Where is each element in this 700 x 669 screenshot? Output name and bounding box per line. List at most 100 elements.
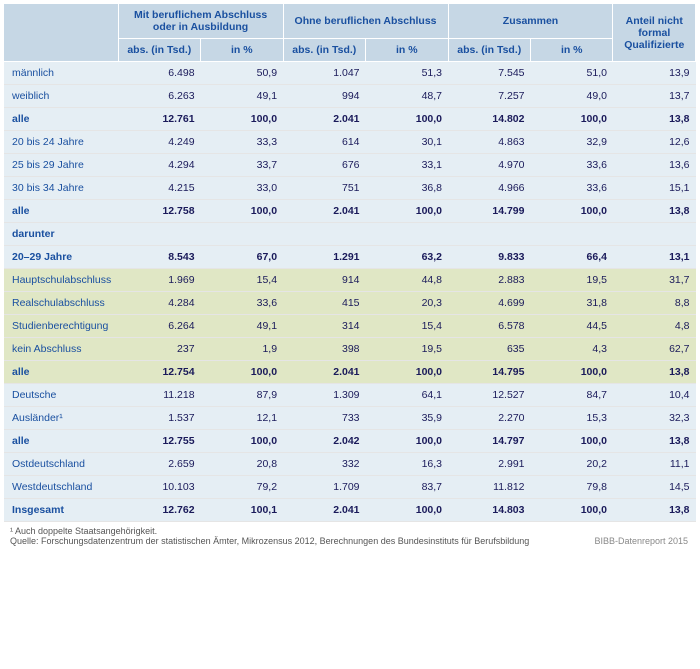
cell: 2.270 (448, 407, 530, 430)
cell: 14.803 (448, 499, 530, 522)
cell: 33,1 (366, 154, 448, 177)
cell (201, 223, 283, 246)
cell: 4.966 (448, 177, 530, 200)
cell: 31,7 (613, 269, 696, 292)
source-right: BIBB-Datenreport 2015 (594, 536, 688, 546)
cell: 49,0 (531, 85, 613, 108)
cell: 1.537 (118, 407, 200, 430)
header-abs: abs. (in Tsd.) (118, 39, 200, 62)
table-row: 30 bis 34 Jahre4.21533,075136,84.96633,6… (4, 177, 696, 200)
row-label: Deutsche (4, 384, 118, 407)
cell: 13,8 (613, 200, 696, 223)
footnote-area: ¹ Auch doppelte Staatsangehörigkeit. Que… (4, 522, 696, 546)
cell: 4.215 (118, 177, 200, 200)
cell: 79,2 (201, 476, 283, 499)
cell (283, 223, 365, 246)
cell: 11.218 (118, 384, 200, 407)
table-row: kein Abschluss2371,939819,56354,362,7 (4, 338, 696, 361)
cell: 332 (283, 453, 365, 476)
row-label: männlich (4, 62, 118, 85)
cell: 15,4 (366, 315, 448, 338)
cell: 15,1 (613, 177, 696, 200)
cell: 12,1 (201, 407, 283, 430)
cell: 415 (283, 292, 365, 315)
cell: 51,0 (531, 62, 613, 85)
cell: 63,2 (366, 246, 448, 269)
cell: 6.578 (448, 315, 530, 338)
cell (531, 223, 613, 246)
cell: 614 (283, 131, 365, 154)
table-body: männlich6.49850,91.04751,37.54551,013,9w… (4, 62, 696, 522)
cell: 1.969 (118, 269, 200, 292)
table-row: alle12.754100,02.041100,014.795100,013,8 (4, 361, 696, 384)
header-group2: Ohne beruflichen Abschluss (283, 4, 448, 39)
row-label: alle (4, 200, 118, 223)
cell: 10,4 (613, 384, 696, 407)
cell: 13,7 (613, 85, 696, 108)
cell: 994 (283, 85, 365, 108)
row-label: 20 bis 24 Jahre (4, 131, 118, 154)
footnote: ¹ Auch doppelte Staatsangehörigkeit. (10, 526, 694, 536)
table-row: darunter (4, 223, 696, 246)
cell: 13,8 (613, 108, 696, 131)
cell: 100,0 (201, 200, 283, 223)
cell (448, 223, 530, 246)
row-label: Westdeutschland (4, 476, 118, 499)
table-row: 25 bis 29 Jahre4.29433,767633,14.97033,6… (4, 154, 696, 177)
table-row: Realschulabschluss4.28433,641520,34.6993… (4, 292, 696, 315)
cell (613, 223, 696, 246)
cell: 12.761 (118, 108, 200, 131)
row-label: Ausländer¹ (4, 407, 118, 430)
cell: 4.284 (118, 292, 200, 315)
cell: 100,0 (366, 200, 448, 223)
cell: 1.709 (283, 476, 365, 499)
cell: 7.545 (448, 62, 530, 85)
cell: 12,6 (613, 131, 696, 154)
row-label: darunter (4, 223, 118, 246)
cell: 32,9 (531, 131, 613, 154)
header-pct: in % (531, 39, 613, 62)
cell: 33,7 (201, 154, 283, 177)
cell: 8,8 (613, 292, 696, 315)
cell: 635 (448, 338, 530, 361)
cell: 1.309 (283, 384, 365, 407)
cell: 15,3 (531, 407, 613, 430)
cell: 12.758 (118, 200, 200, 223)
cell: 751 (283, 177, 365, 200)
cell: 12.527 (448, 384, 530, 407)
cell: 13,9 (613, 62, 696, 85)
header-group3: Zusammen (448, 4, 613, 39)
cell: 7.257 (448, 85, 530, 108)
row-label: 25 bis 29 Jahre (4, 154, 118, 177)
row-label: Ostdeutschland (4, 453, 118, 476)
data-table: Mit beruflichem Abschluss oder in Ausbil… (4, 4, 696, 522)
cell: 2.042 (283, 430, 365, 453)
cell: 13,1 (613, 246, 696, 269)
cell: 33,0 (201, 177, 283, 200)
cell: 100,0 (366, 108, 448, 131)
row-label: Insgesamt (4, 499, 118, 522)
cell: 64,1 (366, 384, 448, 407)
cell: 100,0 (366, 430, 448, 453)
table-row: 20 bis 24 Jahre4.24933,361430,14.86332,9… (4, 131, 696, 154)
cell: 2.041 (283, 108, 365, 131)
cell: 4.294 (118, 154, 200, 177)
cell: 33,6 (531, 177, 613, 200)
cell: 83,7 (366, 476, 448, 499)
cell: 14.795 (448, 361, 530, 384)
cell: 4,8 (613, 315, 696, 338)
cell: 30,1 (366, 131, 448, 154)
table-row: weiblich6.26349,199448,77.25749,013,7 (4, 85, 696, 108)
cell: 79,8 (531, 476, 613, 499)
cell: 14.799 (448, 200, 530, 223)
table-row: alle12.755100,02.042100,014.797100,013,8 (4, 430, 696, 453)
cell: 13,6 (613, 154, 696, 177)
cell: 15,4 (201, 269, 283, 292)
cell: 51,3 (366, 62, 448, 85)
table-row: alle12.758100,02.041100,014.799100,013,8 (4, 200, 696, 223)
cell (366, 223, 448, 246)
cell (118, 223, 200, 246)
cell: 8.543 (118, 246, 200, 269)
table-row: männlich6.49850,91.04751,37.54551,013,9 (4, 62, 696, 85)
source-left: Quelle: Forschungsdatenzentrum der stati… (10, 536, 529, 546)
